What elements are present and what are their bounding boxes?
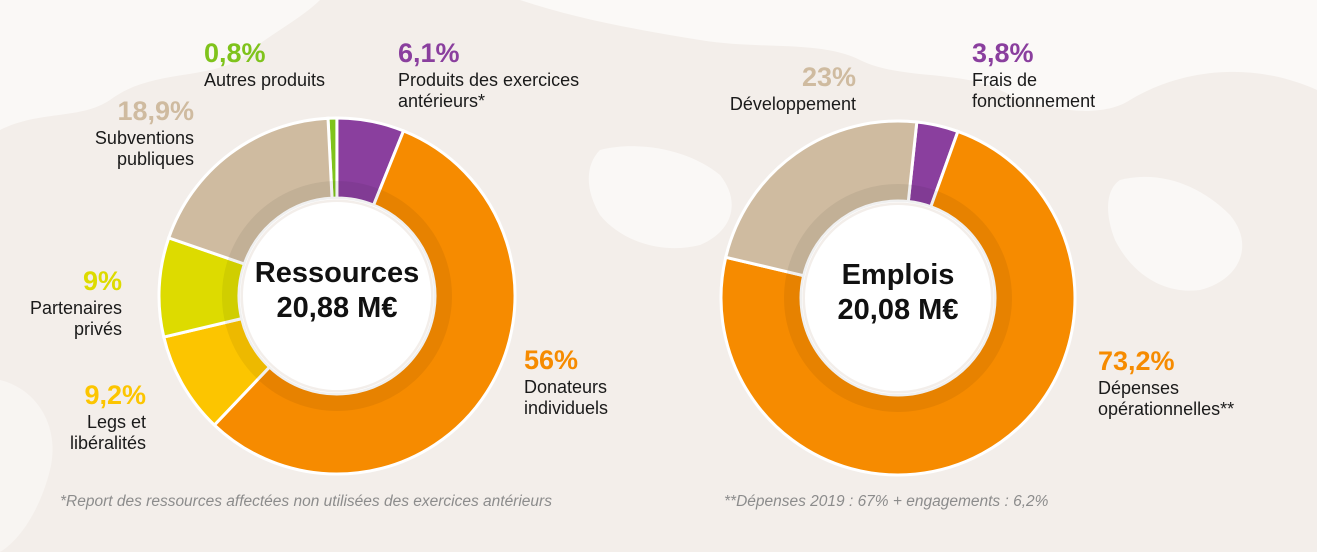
slice-category: antérieurs*: [398, 91, 486, 112]
chart-total: 20,08 M€: [837, 294, 959, 327]
slice-percentage: 18,9%: [117, 96, 194, 126]
donut-ressources: [157, 116, 517, 476]
donut-center-label: Emplois 20,08 M€: [778, 258, 1018, 329]
slice-label: 73,2% Dépenses opérationnelles**: [1098, 346, 1234, 420]
slice-category: individuels: [524, 398, 609, 419]
slice-category: publiques: [116, 149, 194, 170]
slice-percentage: 9,2%: [84, 380, 146, 410]
inner-shade-ring: [222, 181, 452, 411]
slice-percentage: 9%: [82, 266, 122, 296]
slice-category: Legs et: [86, 411, 146, 432]
donut-center: [243, 202, 431, 390]
slice-label: 18,9% Subventions publiques: [56, 96, 194, 170]
footnote: **Dépenses 2019 : 67% + engagements : 6,…: [724, 493, 1049, 510]
slice-category: Donateurs: [524, 376, 608, 397]
donut-center-label: Ressources 20,88 M€: [217, 256, 457, 327]
slice-category: fonctionnement: [972, 91, 1096, 112]
slice-category: opérationnelles**: [1098, 399, 1235, 420]
landmass-shape: [1108, 176, 1243, 291]
chart-total: 20,88 M€: [276, 292, 398, 325]
slice-category: Partenaires: [29, 297, 122, 318]
slice-label: 6,1% Produits des exercices antérieurs*: [398, 38, 579, 112]
slice-category: Développement: [729, 93, 856, 114]
slice-category: Subventions: [94, 127, 194, 148]
slice-percentage: 73,2%: [1098, 346, 1175, 376]
donut-center: [805, 205, 991, 391]
donut-slice: [723, 119, 919, 278]
landmass-shape: [520, 0, 1317, 111]
chart-title: Emplois: [841, 259, 955, 291]
slice-category: Produits des exercices: [398, 69, 580, 90]
slice-percentage: 56%: [524, 345, 579, 375]
donut-slice: [212, 128, 517, 476]
slice-percentage: 23%: [801, 62, 856, 92]
footnote: *Report des ressources affectées non uti…: [60, 493, 552, 510]
slice-category: libéralités: [69, 433, 146, 454]
slice-label: 9% Partenaires privés: [16, 266, 122, 340]
slice-category: Frais de: [972, 69, 1038, 90]
donut-slice: [166, 116, 334, 266]
landmass-shape: [588, 146, 732, 249]
slice-percentage: 6,1%: [398, 38, 460, 68]
slice-label: 56% Donateurs individuels: [524, 345, 608, 419]
donut-slice: [719, 129, 1077, 477]
slice-label: 9,2% Legs et libéralités: [46, 380, 146, 454]
slice-percentage: 0,8%: [204, 38, 266, 68]
inner-shade-ring: [784, 184, 1012, 412]
landmass-shape: [0, 380, 53, 552]
donut-emplois: [719, 119, 1077, 477]
slice-category: Autres produits: [204, 69, 326, 90]
chart-title: Ressources: [254, 257, 420, 289]
slice-percentage: 3,8%: [972, 38, 1034, 68]
landmass-shape: [0, 0, 320, 130]
slice-category: privés: [73, 319, 122, 340]
slice-label: 0,8% Autres produits: [204, 38, 325, 91]
slice-category: Dépenses: [1098, 377, 1180, 398]
slice-label: 3,8% Frais de fonctionnement: [972, 38, 1095, 112]
slice-label: 23% Développement: [680, 62, 856, 115]
